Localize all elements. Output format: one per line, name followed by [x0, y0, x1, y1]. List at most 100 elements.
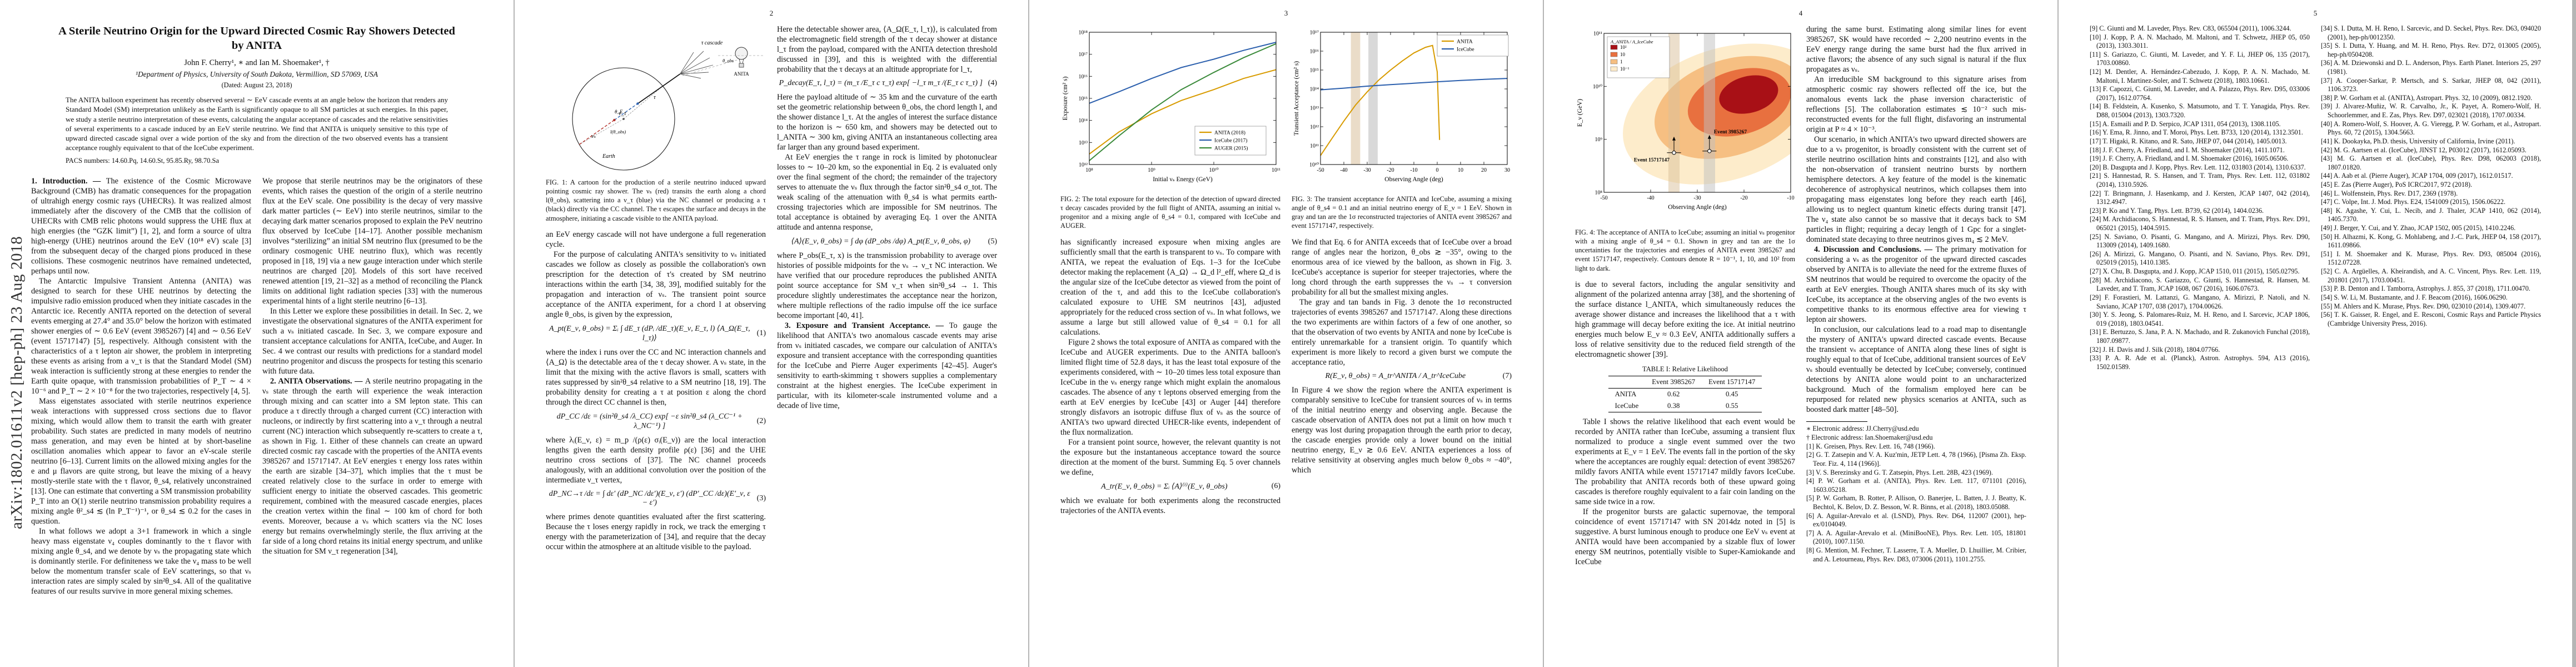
svg-text:-20: -20	[1740, 195, 1747, 201]
fig3-caption: FIG. 3: The transient acceptance for ANI…	[1292, 195, 1512, 230]
reference-41: [41] K. Dookayka, Ph.D. thesis, Universi…	[2321, 137, 2515, 145]
equation-3: dP_NC→τ /dε = ∫ dε′ (dP_NC /dε′)(E_ν, ε′…	[546, 490, 766, 507]
page1-column-right: We propose that sterile neutrinos may be…	[262, 176, 482, 653]
svg-text:10¹⁵: 10¹⁵	[1310, 68, 1319, 74]
reference-54: [54] S. W. Li, M. Bustamante, and J. F. …	[2321, 293, 2508, 301]
svg-text:10¹⁰: 10¹⁰	[1593, 84, 1602, 90]
table-header-cell: Event 15717147	[1702, 376, 1762, 389]
reference-17: [17] T. Higaki, R. Kitano, and R. Sato, …	[2090, 137, 2287, 145]
svg-text:10⁹: 10⁹	[1148, 167, 1155, 173]
reference-32: [32] J. H. Davis and J. Silk (2018), 180…	[2090, 345, 2220, 354]
svg-text:10: 10	[1620, 52, 1626, 57]
svg-text:A_ANITA / A_IceCube: A_ANITA / A_IceCube	[1610, 39, 1653, 44]
paragraph: At EeV energies the τ range in rock is l…	[777, 153, 997, 232]
equation-number: (3)	[756, 494, 766, 502]
reference-10: [10] J. Kopp, P. A. N. Machado, M. Malto…	[2090, 33, 2310, 50]
svg-text:τ cascade: τ cascade	[701, 40, 723, 46]
paper-authors: John F. Cherry¹, ∗ and Ian M. Shoemaker¹…	[184, 58, 330, 68]
page-2: 2 θ_E τ cascade νₛ ν_τ τ Earth l(θ_obs) …	[515, 0, 1028, 667]
table-cell: ANITA	[1615, 390, 1637, 398]
footnote-line: † Electronic address: Ian.Shoemaker@usd.…	[1806, 433, 1933, 441]
reference-40: [40] A. Romero-Wolf, S. Hoover, A. G. Vi…	[2321, 120, 2541, 137]
reference-56: [56] T. K. Gaisser, R. Engel, and E. Res…	[2321, 311, 2541, 327]
paragraph: Table I shows the relative likelihood th…	[1575, 417, 1795, 506]
svg-text:Earth: Earth	[602, 153, 615, 160]
svg-text:10¹³: 10¹³	[1310, 106, 1319, 112]
paper-pacs: PACS numbers: 14.60.Pq, 14.60.St, 95.85.…	[66, 157, 220, 165]
section-paragraph: 2. ANITA Observations. — A sterile neutr…	[262, 377, 482, 556]
svg-text:10⁻¹: 10⁻¹	[1620, 66, 1630, 72]
equation-number: (5)	[988, 237, 997, 246]
svg-text:10¹⁴: 10¹⁴	[1310, 87, 1319, 93]
paragraph: where P_obs(E_τ, x) is the transmission …	[777, 251, 997, 320]
equation-number: (6)	[1271, 482, 1280, 490]
fig2-plot: 10⁸ 10⁹ 10¹⁰ 10¹¹ 10¹² 10¹³ 10¹⁴ 10¹⁵ 10¹⁶ 10¹⁷ 10…	[1060, 26, 1280, 192]
reference-26: [26] A. Mirizzi, G. Mangano, O. Pisanti,…	[2090, 250, 2310, 267]
reference-51: [51] I. M. Shoemaker and K. Murase, Phys…	[2321, 250, 2541, 267]
paragraph: Here the payload altitude of ∼ 35 km and…	[777, 93, 997, 152]
title-block: A Sterile Neutrino Origin for the Upward…	[31, 17, 482, 168]
svg-text:10¹⁰: 10¹⁰	[1309, 162, 1319, 168]
paper-date: (Dated: August 23, 2018)	[221, 81, 292, 89]
svg-text:-20: -20	[1387, 167, 1394, 173]
svg-text:10²: 10²	[1620, 44, 1627, 50]
reference-39: [39] J. Alvarez-Muñiz, W. R. Carvalho, J…	[2321, 102, 2541, 120]
page5-column-right: [34] S. I. Dutta, M. H. Reno, I. Sarcevi…	[2321, 24, 2541, 653]
page2-column-left: θ_E τ cascade νₛ ν_τ τ Earth l(θ_obs) AN…	[546, 24, 766, 653]
section-heading: 1. Introduction. —	[31, 177, 106, 186]
svg-text:20: 20	[1481, 167, 1487, 173]
paragraph: where primes denote quantities evaluated…	[546, 512, 766, 551]
section-paragraph: 1. Introduction. — The existence of the …	[31, 177, 251, 276]
reference-1: [1] K. Greisen, Phys. Rev. Lett. 16, 748…	[1806, 442, 1935, 450]
reference-7: [7] A. A. Aguilar-Arevalo et al. (MiniBo…	[1806, 529, 2026, 546]
fig2-figure: 10⁸ 10⁹ 10¹⁰ 10¹¹ 10¹² 10¹³ 10¹⁴ 10¹⁵ 10¹⁶ 10¹⁷ 10…	[1060, 26, 1280, 231]
fig4-figure: -50 -40 -30 -20 -10 10⁸ 10⁹ 10¹⁰ 10¹¹ Event 39852…	[1575, 26, 1795, 273]
fig1-diagram: θ_E τ cascade νₛ ν_τ τ Earth l(θ_obs) AN…	[546, 26, 766, 176]
page1-columns: 1. Introduction. — The existence of the …	[31, 176, 482, 653]
reference-52: [52] C. A. Argüelles, A. Kheirandish, an…	[2321, 267, 2541, 284]
svg-text:θ_E: θ_E	[615, 109, 623, 115]
reference-16: [16] Y. Ema, R. Jinno, and T. Moroi, Phy…	[2090, 128, 2303, 137]
reference-55: [55] M. Ahlers and K. Murase, Phys. Rev.…	[2321, 302, 2526, 310]
table-cell: 0.55	[1726, 401, 1738, 410]
svg-text:10⁸: 10⁸	[1595, 190, 1603, 196]
page-1: arXiv:1802.01611v2 [hep-ph] 23 Aug 2018 …	[0, 0, 514, 667]
paragraph: We find that Eq. 6 for ANITA exceeds tha…	[1292, 237, 1512, 297]
fig2-caption: FIG. 2: The total exposure for the detec…	[1060, 195, 1280, 230]
equation-body: A_pt(E_ν, θ_obs) = Σᵢ ∫ dE_τ (dPᵢ /dE_τ)…	[549, 324, 750, 342]
page3-column-left: 10⁸ 10⁹ 10¹⁰ 10¹¹ 10¹² 10¹³ 10¹⁴ 10¹⁵ 10¹⁶ 10¹⁷ 10…	[1060, 24, 1280, 653]
reference-15: [15] A. Esmaili and P. D. Serpico, JCAP …	[2090, 120, 2281, 128]
page5-columns: [9] C. Giunti and M. Laveder, Phys. Rev.…	[2090, 24, 2541, 653]
section-heading: 2. ANITA Observations. —	[270, 377, 365, 386]
fig4-caption: FIG. 4: The acceptance of ANITA to IceCu…	[1575, 228, 1795, 272]
equation-5: ⟨A⟩(E_ν, θ_obs) = ∫ dφ (dP_obs /dφ) A_pt…	[777, 237, 997, 246]
fig1-caption: FIG. 1: A cartoon for the production of …	[546, 178, 766, 222]
svg-text:ANITA (2018): ANITA (2018)	[1214, 130, 1245, 136]
paragraph: In this Letter we explore these possibil…	[262, 307, 482, 376]
paragraph: during the same burst. Estimating along …	[1806, 25, 2026, 74]
svg-text:-30: -30	[1363, 167, 1371, 173]
paragraph: Figure 2 shows the total exposure of ANI…	[1060, 337, 1280, 437]
reference-31: [31] E. Bertuzzo, S. Jana, P. A. N. Mach…	[2090, 328, 2310, 345]
page4-columns: -50 -40 -30 -20 -10 10⁸ 10⁹ 10¹⁰ 10¹¹ Event 39852…	[1575, 24, 2026, 653]
reference-46: [46] L. Wolfenstein, Phys. Rev. D17, 236…	[2321, 189, 2458, 197]
svg-text:10⁸: 10⁸	[1085, 167, 1093, 173]
page3-columns: 10⁸ 10⁹ 10¹⁰ 10¹¹ 10¹² 10¹³ 10¹⁴ 10¹⁵ 10¹⁶ 10¹⁷ 10…	[1060, 24, 1512, 653]
page1-column-left: 1. Introduction. — The existence of the …	[31, 176, 251, 653]
svg-text:10¹⁷: 10¹⁷	[1079, 52, 1088, 58]
section-paragraph: 3. Exposure and Transient Acceptance. — …	[777, 321, 997, 410]
paragraph: an EeV energy cascade will not have unde…	[546, 230, 766, 249]
equation-body: P_decay(E_τ, l_τ) = (m_τ /E_τ c τ_τ) exp…	[779, 79, 983, 87]
table-1: TABLE I: Relative Likelihood Event 398526…	[1575, 365, 1795, 412]
svg-text:ν_τ: ν_τ	[619, 111, 627, 117]
reference-9: [9] C. Giunti and M. Laveder, Phys. Rev.…	[2090, 24, 2291, 32]
reference-33: [33] P. A. R. Ade et al. (Planck), Astro…	[2090, 354, 2310, 371]
page4-column-left: -50 -40 -30 -20 -10 10⁸ 10⁹ 10¹⁰ 10¹¹ Event 39852…	[1575, 24, 1795, 653]
arxiv-stamp: arXiv:1802.01611v2 [hep-ph] 23 Aug 2018	[8, 236, 26, 529]
equation-number: (7)	[1502, 371, 1512, 380]
section-paragraph: 4. Discussion and Conclusions. — The pri…	[1806, 245, 2026, 324]
reference-42: [42] M. G. Aartsen et al. (IceCube), JIN…	[2321, 146, 2527, 154]
fig1-figure: θ_E τ cascade νₛ ν_τ τ Earth l(θ_obs) AN…	[546, 26, 766, 223]
references-list: [34] S. I. Dutta, M. H. Reno, I. Sarcevi…	[2321, 24, 2541, 328]
paragraph: In Figure 4 we show the region where the…	[1292, 385, 1512, 475]
